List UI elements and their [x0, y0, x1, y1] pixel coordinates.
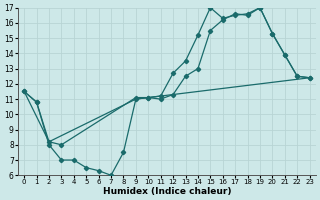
X-axis label: Humidex (Indice chaleur): Humidex (Indice chaleur) [103, 187, 231, 196]
